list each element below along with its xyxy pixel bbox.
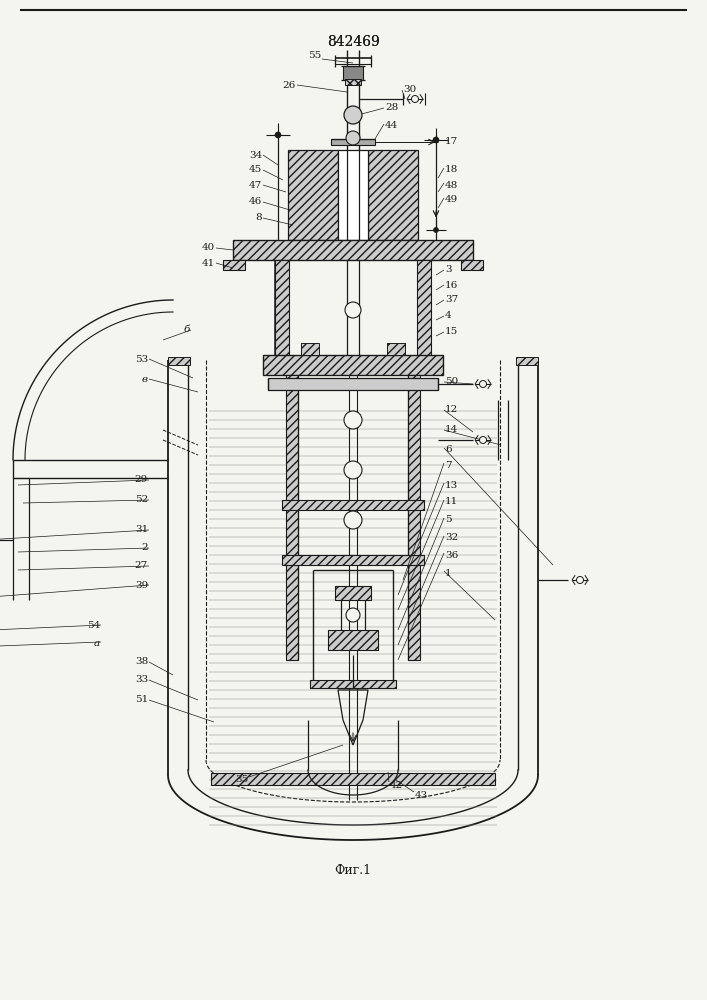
Circle shape — [275, 132, 281, 138]
Bar — [223, 260, 245, 270]
Circle shape — [433, 228, 438, 232]
Text: 15: 15 — [445, 328, 458, 336]
Bar — [211, 773, 495, 785]
Text: 11: 11 — [445, 497, 458, 506]
Text: 38: 38 — [135, 658, 148, 666]
Text: 44: 44 — [385, 120, 398, 129]
Text: 28: 28 — [385, 104, 398, 112]
Bar — [310, 680, 396, 688]
Circle shape — [344, 511, 362, 529]
Bar — [387, 343, 405, 355]
Text: в: в — [142, 375, 148, 384]
Text: 27: 27 — [135, 562, 148, 570]
Circle shape — [344, 411, 362, 429]
Text: 7: 7 — [445, 460, 452, 470]
Bar — [417, 260, 431, 360]
Bar — [288, 150, 338, 240]
Bar — [168, 357, 190, 365]
Bar — [516, 357, 538, 365]
Bar — [461, 260, 483, 270]
Text: 3: 3 — [445, 265, 452, 274]
Text: 43: 43 — [415, 790, 428, 800]
Text: 18: 18 — [445, 165, 458, 174]
Bar — [282, 500, 424, 510]
Text: 29: 29 — [135, 476, 148, 485]
Text: а: а — [94, 639, 100, 648]
Bar — [328, 630, 378, 650]
Circle shape — [433, 137, 439, 143]
Bar — [282, 555, 424, 565]
Text: 1: 1 — [445, 568, 452, 578]
Text: 54: 54 — [87, 620, 100, 630]
Text: 37: 37 — [445, 296, 458, 304]
Bar — [275, 260, 289, 360]
Text: 36: 36 — [445, 550, 458, 560]
Bar — [343, 66, 363, 80]
Text: 42: 42 — [390, 780, 403, 790]
Text: 26: 26 — [283, 81, 296, 90]
Bar — [368, 150, 418, 240]
Text: 30: 30 — [403, 86, 416, 95]
Bar — [233, 240, 473, 260]
Text: 55: 55 — [308, 51, 321, 60]
Text: 46: 46 — [249, 198, 262, 207]
Circle shape — [576, 576, 583, 584]
Text: б: б — [184, 326, 190, 334]
Text: 8: 8 — [255, 214, 262, 223]
Text: 50: 50 — [445, 377, 458, 386]
Circle shape — [479, 436, 486, 444]
Text: 31: 31 — [135, 526, 148, 534]
Text: 4: 4 — [445, 312, 452, 320]
Text: 49: 49 — [445, 196, 458, 205]
Bar — [345, 79, 361, 85]
Circle shape — [345, 302, 361, 318]
Text: 51: 51 — [135, 696, 148, 704]
Circle shape — [346, 608, 360, 622]
Bar — [286, 375, 298, 660]
Text: 17: 17 — [445, 136, 458, 145]
Bar — [335, 586, 371, 600]
Text: 32: 32 — [445, 534, 458, 542]
Bar — [268, 378, 438, 390]
Text: 2: 2 — [141, 544, 148, 552]
Bar — [338, 150, 368, 240]
Text: 53: 53 — [135, 356, 148, 364]
Circle shape — [411, 96, 419, 103]
Text: 39: 39 — [135, 580, 148, 589]
Text: 33: 33 — [135, 676, 148, 684]
Text: 13: 13 — [445, 481, 458, 489]
Text: 16: 16 — [445, 280, 458, 290]
Text: 6: 6 — [445, 446, 452, 454]
Text: 34: 34 — [249, 150, 262, 159]
Text: 12: 12 — [445, 406, 458, 414]
Circle shape — [479, 380, 486, 387]
Text: Фиг.1: Фиг.1 — [334, 863, 372, 876]
Bar — [331, 139, 375, 145]
Text: 41: 41 — [201, 258, 215, 267]
Circle shape — [344, 106, 362, 124]
Text: 842469: 842469 — [327, 35, 380, 49]
Text: 52: 52 — [135, 495, 148, 504]
Text: 48: 48 — [445, 180, 458, 190]
Text: 35: 35 — [235, 776, 248, 784]
Bar — [301, 343, 319, 355]
Text: 14: 14 — [445, 426, 458, 434]
Circle shape — [344, 461, 362, 479]
Text: 5: 5 — [445, 516, 452, 524]
Circle shape — [346, 131, 360, 145]
Text: 47: 47 — [249, 180, 262, 190]
Text: 45: 45 — [249, 165, 262, 174]
Bar — [263, 355, 443, 375]
Bar — [408, 375, 420, 660]
Text: 842469: 842469 — [327, 35, 380, 49]
Text: 40: 40 — [201, 243, 215, 252]
